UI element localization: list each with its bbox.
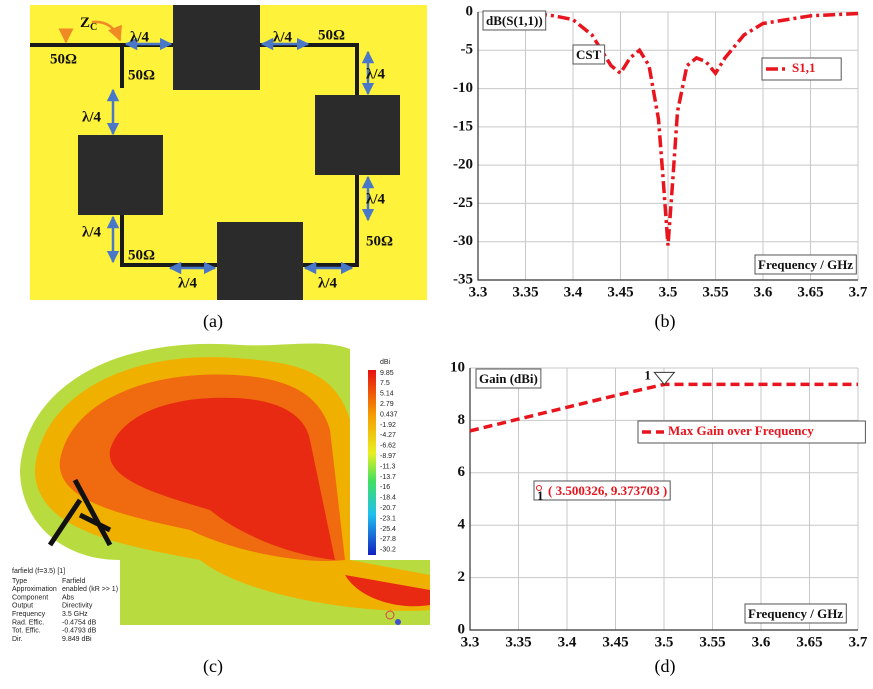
y-tick-label: 4 <box>458 517 466 533</box>
quarter-wave-label: λ/4 <box>178 275 198 291</box>
caption: (b) <box>655 311 676 332</box>
quarter-wave-label: λ/4 <box>82 109 102 125</box>
colorbar-tick-label: -4.27 <box>380 432 396 439</box>
quarter-wave-label: λ/4 <box>366 66 386 82</box>
info-value: Farfield <box>62 578 85 585</box>
info-key: Output <box>12 603 33 610</box>
colorbar-tick-label: -20.7 <box>380 505 396 512</box>
y-tick-label: 0 <box>466 3 474 19</box>
x-tick-label: 3.35 <box>512 284 538 300</box>
info-key: Approximation <box>12 586 57 593</box>
y-tick-label: 2 <box>458 569 466 585</box>
y-axis-label: dB(S(1,1)) <box>486 13 543 28</box>
colorbar-tick-label: -25.4 <box>380 526 396 533</box>
x-tick-label: 3.6 <box>754 284 773 300</box>
annotation: ( 3.500326, 9.373703 ) <box>548 483 667 498</box>
y-tick-label: 6 <box>458 464 466 480</box>
zc: Z <box>80 15 90 31</box>
figure: ZC λ/4 λ/4 λ/4 λ/4 λ/4 λ/4 λ/4 λ/4 50Ω 5… <box>0 0 873 689</box>
caption: (d) <box>655 656 676 677</box>
y-tick-label: -15 <box>453 118 473 134</box>
x-tick-label: 3.6 <box>752 634 771 650</box>
x-axis-label: Frequency / GHz <box>748 606 843 621</box>
y-tick-label: -35 <box>453 271 473 287</box>
farfield-plot: dBi 9.85 7.5 5.14 2.79 0.437 -1.92 -4.27 -6.62 -… <box>10 340 430 643</box>
annotation-marker-label: 1 <box>537 488 544 503</box>
info-value: -0.4754 dB <box>62 619 97 626</box>
colorbar-tick-label: -27.8 <box>380 536 396 543</box>
colorbar-tick-label: 0.437 <box>380 411 398 418</box>
colorbar-tick-label: -11.3 <box>380 463 396 470</box>
x-tick-label: 3.45 <box>602 634 628 650</box>
impedance-label: 50Ω <box>318 27 345 43</box>
marker-label: 1 <box>644 367 651 382</box>
diagram: ZC λ/4 λ/4 λ/4 λ/4 λ/4 λ/4 λ/4 λ/4 50Ω 5… <box>30 5 427 300</box>
caption: (c) <box>203 656 223 677</box>
colorbar-tick-label: -16 <box>380 484 390 491</box>
quarter-wave-label: λ/4 <box>273 29 293 45</box>
y-tick-label: 0 <box>458 621 466 637</box>
info-value: 9.849 dBi <box>62 636 92 643</box>
colorbar-tick-label: 7.5 <box>380 380 390 387</box>
caption: (a) <box>203 311 223 332</box>
colorbar-tick-label: 5.14 <box>380 391 394 398</box>
x-tick-label: 3.5 <box>659 284 678 300</box>
annotation: CST <box>576 47 602 62</box>
impedance-label: 50Ω <box>366 233 393 249</box>
info-value: Abs <box>62 594 75 601</box>
info-key: Tot. Effic. <box>12 628 41 635</box>
marker <box>654 372 674 384</box>
colorbar-tick-label: 2.79 <box>380 401 394 408</box>
impedance-label: 50Ω <box>128 67 155 83</box>
info-title: farfield (f=3.5) [1] <box>12 568 65 575</box>
info-key: Component <box>12 594 48 601</box>
zc-sub: C <box>90 22 97 33</box>
impedance-label: 50Ω <box>128 247 155 263</box>
x-axis-label: Frequency / GHz <box>758 257 853 272</box>
info-key: Type <box>12 578 27 585</box>
y-tick-label: -20 <box>453 157 473 173</box>
info-value: Directivity <box>62 603 93 610</box>
y-tick-label: -5 <box>461 42 474 58</box>
info-value: enabled (kR >> 1) <box>62 586 118 593</box>
x-tick-label: 3.5 <box>655 634 674 650</box>
colorbar-tick-label: -18.4 <box>380 495 396 502</box>
quarter-wave-label: λ/4 <box>366 191 386 207</box>
quarter-wave-label: λ/4 <box>318 275 338 291</box>
x-tick-label: 3.7 <box>849 284 868 300</box>
info-key: Dir. <box>12 636 23 643</box>
x-tick-label: 3.45 <box>607 284 633 300</box>
quarter-wave-label: λ/4 <box>130 29 150 45</box>
info-key: Frequency <box>12 611 46 618</box>
quarter-wave-label: λ/4 <box>82 224 102 240</box>
x-tick-label: 3.35 <box>505 634 531 650</box>
info-value: 3.5 GHz <box>62 611 88 618</box>
y-tick-label: -30 <box>453 233 473 249</box>
y-tick-label: -10 <box>453 80 473 96</box>
colorbar-title: dBi <box>380 359 391 366</box>
colorbar-tick-label: -13.7 <box>380 474 396 481</box>
legend-label: S1,1 <box>792 60 815 75</box>
x-tick-label: 3.55 <box>702 284 728 300</box>
x-tick-label: 3.4 <box>564 284 583 300</box>
x-tick-label: 3.7 <box>849 634 868 650</box>
y-tick-label: -25 <box>453 195 473 211</box>
x-tick-label: 3.65 <box>797 284 823 300</box>
x-tick-label: 3.65 <box>796 634 822 650</box>
colorbar-tick-label: -6.62 <box>380 443 396 450</box>
info-value: -0.4793 dB <box>62 628 97 635</box>
colorbar-tick-label: -23.1 <box>380 515 396 522</box>
colorbar-tick-label: -8.97 <box>380 453 396 460</box>
y-tick-label: 8 <box>458 412 466 428</box>
colorbar-tick-label: -30.2 <box>380 547 396 554</box>
impedance-label: 50Ω <box>50 51 77 67</box>
y-axis-label: Gain (dBi) <box>479 371 538 386</box>
colorbar-tick-label: 9.85 <box>380 370 394 377</box>
y-tick-label: 10 <box>450 359 465 375</box>
info-key: Rad. Effic. <box>12 619 44 626</box>
x-tick-label: 3.55 <box>699 634 725 650</box>
x-tick-label: 3.4 <box>558 634 577 650</box>
legend-label: Max Gain over Frequency <box>668 423 814 438</box>
colorbar-tick-label: -1.92 <box>380 422 396 429</box>
